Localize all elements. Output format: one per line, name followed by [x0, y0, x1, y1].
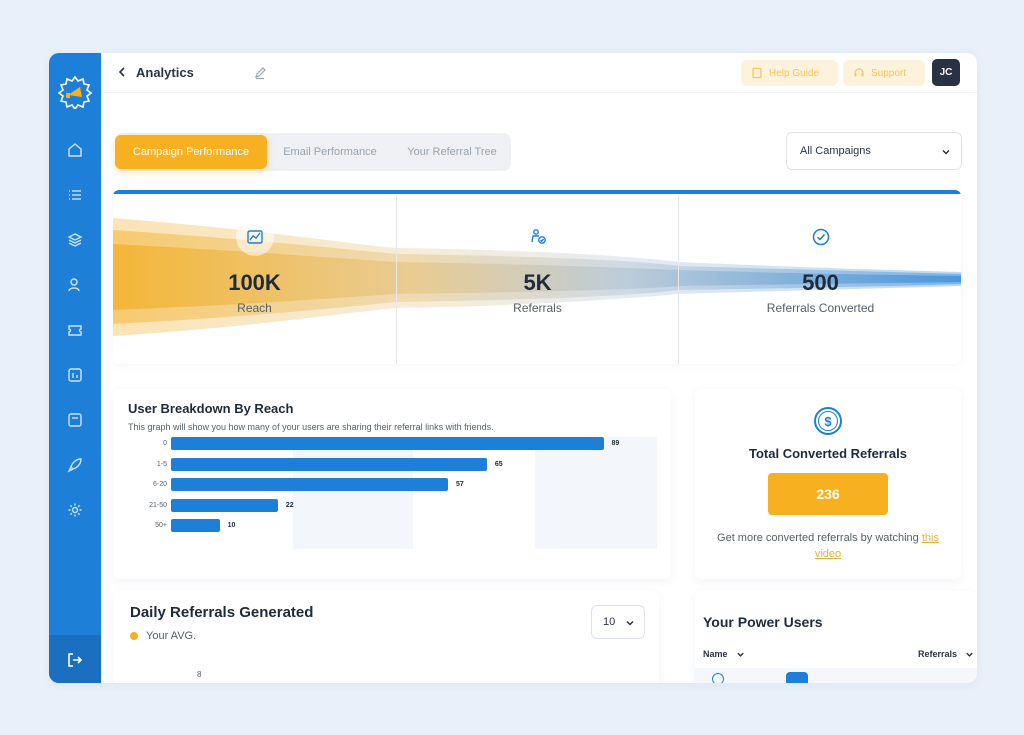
check-circle-icon [802, 218, 840, 256]
chevron-down-icon [626, 620, 634, 626]
avatar [786, 672, 808, 683]
count-select[interactable]: 10 [591, 605, 645, 639]
logout-icon[interactable] [65, 650, 85, 670]
col-header-referrals[interactable]: Referrals [918, 649, 974, 659]
col-name-label: Name [703, 649, 728, 659]
sidebar-footer [49, 635, 101, 683]
converted-label: Referrals Converted [766, 301, 875, 315]
total-converted-card: $ Total Converted Referrals 236 Get more… [695, 389, 961, 579]
sidebar [49, 53, 101, 683]
avg-legend-dot [130, 632, 138, 640]
gear-icon[interactable] [64, 499, 86, 521]
top-header: Analytics Help Guide Support JC [101, 53, 977, 93]
total-converted-title: Total Converted Referrals [749, 446, 907, 461]
funnel-stage-referrals: 5K Referrals [396, 190, 679, 364]
bar-value-label: 10 [227, 522, 236, 529]
chevron-down-icon [942, 149, 950, 155]
bar-value-label: 89 [611, 440, 620, 447]
campaign-select-value: All Campaigns [800, 145, 871, 157]
note-text: Get more converted referrals by watching [717, 532, 919, 544]
power-users-card: Your Power Users Name Referrals [695, 591, 977, 683]
bar[interactable] [171, 478, 449, 491]
power-users-title: Your Power Users [703, 614, 823, 630]
tab-campaign-performance[interactable]: Campaign Performance [115, 135, 267, 169]
megaphone-logo-icon[interactable] [57, 75, 93, 111]
avg-legend: Your AVG. [130, 630, 196, 642]
avg-legend-label: Your AVG. [146, 630, 197, 642]
list-icon[interactable] [64, 184, 86, 206]
funnel-stage-reach: 100K Reach [113, 190, 396, 364]
help-guide-label: Help Guide [769, 67, 820, 79]
tab-email-performance[interactable]: Email Performance [283, 146, 377, 158]
reach-label: Reach [237, 301, 272, 315]
user-check-icon [519, 218, 557, 256]
tab-referral-tree[interactable]: Your Referral Tree [407, 146, 497, 158]
bar-category-label: 6-20 [152, 481, 167, 488]
chevron-down-icon [966, 652, 973, 657]
daily-referrals-title: Daily Referrals Generated [130, 604, 314, 621]
chart-band [535, 437, 657, 549]
trend-chart-icon [235, 218, 274, 256]
funnel-accent-bar [113, 190, 961, 194]
bar-chart-icon[interactable] [64, 364, 86, 386]
referrals-label: Referrals [513, 301, 562, 315]
chart-band [293, 437, 413, 549]
bar-value-label: 65 [494, 460, 503, 468]
table-row[interactable] [695, 668, 977, 683]
video-link[interactable]: this video [814, 532, 939, 560]
funnel-divider [396, 196, 397, 364]
svg-text:$: $ [824, 414, 832, 429]
edit-pencil-icon[interactable] [253, 66, 267, 80]
total-converted-value: 236 [768, 473, 888, 515]
layers-icon[interactable] [64, 229, 86, 251]
bar-category-label: 21-50 [149, 501, 167, 509]
bar[interactable] [171, 457, 487, 471]
converted-value: 500 [802, 270, 839, 295]
referrals-value: 5K [523, 270, 552, 295]
headset-icon [854, 68, 864, 77]
bar[interactable] [171, 519, 220, 532]
home-icon[interactable] [64, 139, 86, 161]
user-avatar[interactable]: JC [932, 59, 960, 86]
performance-tabs: Campaign Performance Email Performance Y… [115, 133, 511, 171]
campaign-select[interactable]: All Campaigns [786, 132, 962, 170]
chevron-down-icon [736, 652, 744, 657]
ticket-icon[interactable] [64, 319, 86, 341]
count-select-value: 10 [603, 616, 616, 628]
funnel-stage-converted: 500 Referrals Converted [679, 190, 961, 364]
page-title: Analytics [136, 65, 194, 80]
bar[interactable] [171, 498, 278, 512]
breakdown-subtitle: This graph will show you how many of you… [128, 422, 494, 432]
funnel-card: 100K Reach 5K Referrals 500 Referrals Co… [113, 190, 961, 364]
bar-category-label: 50+ [155, 522, 167, 529]
bar-value-label: 57 [456, 481, 464, 488]
bar-category-label: 0 [163, 440, 167, 447]
funnel-graphic [113, 218, 961, 336]
reach-value: 100K [228, 270, 281, 295]
daily-bar-value-label: 8 [197, 670, 202, 679]
book-icon [752, 67, 762, 79]
bar[interactable] [171, 437, 604, 450]
col-header-name[interactable]: Name [703, 649, 745, 659]
app-window: Analytics Help Guide Support JC Campaign… [49, 53, 977, 683]
bar-category-label: 1-5 [156, 460, 167, 468]
support-label: Support [871, 67, 907, 79]
support-button[interactable]: Support [843, 60, 925, 86]
breakdown-bar-chart: 0 89 1-5 65 6-20 57 21-50 22 50+ 10 [149, 437, 657, 549]
daily-referrals-card: Daily Referrals Generated Your AVG. 10 8… [113, 591, 659, 683]
breakdown-title: User Breakdown By Reach [128, 401, 294, 416]
user-breakdown-card: User Breakdown By Reach This graph will … [113, 389, 671, 579]
bar-value-label: 22 [285, 501, 294, 509]
col-referrals-label: Referrals [918, 649, 958, 659]
total-converted-note: Get more converted referrals by watching… [715, 530, 941, 562]
rocket-icon[interactable] [64, 454, 86, 476]
back-chevron-icon[interactable] [115, 65, 129, 79]
save-icon[interactable] [64, 409, 86, 431]
users-icon[interactable] [64, 274, 86, 296]
dollar-circle-icon: $ [814, 407, 842, 435]
help-guide-button[interactable]: Help Guide [741, 60, 838, 86]
rank-badge-icon [712, 673, 724, 683]
funnel-divider [678, 196, 679, 364]
